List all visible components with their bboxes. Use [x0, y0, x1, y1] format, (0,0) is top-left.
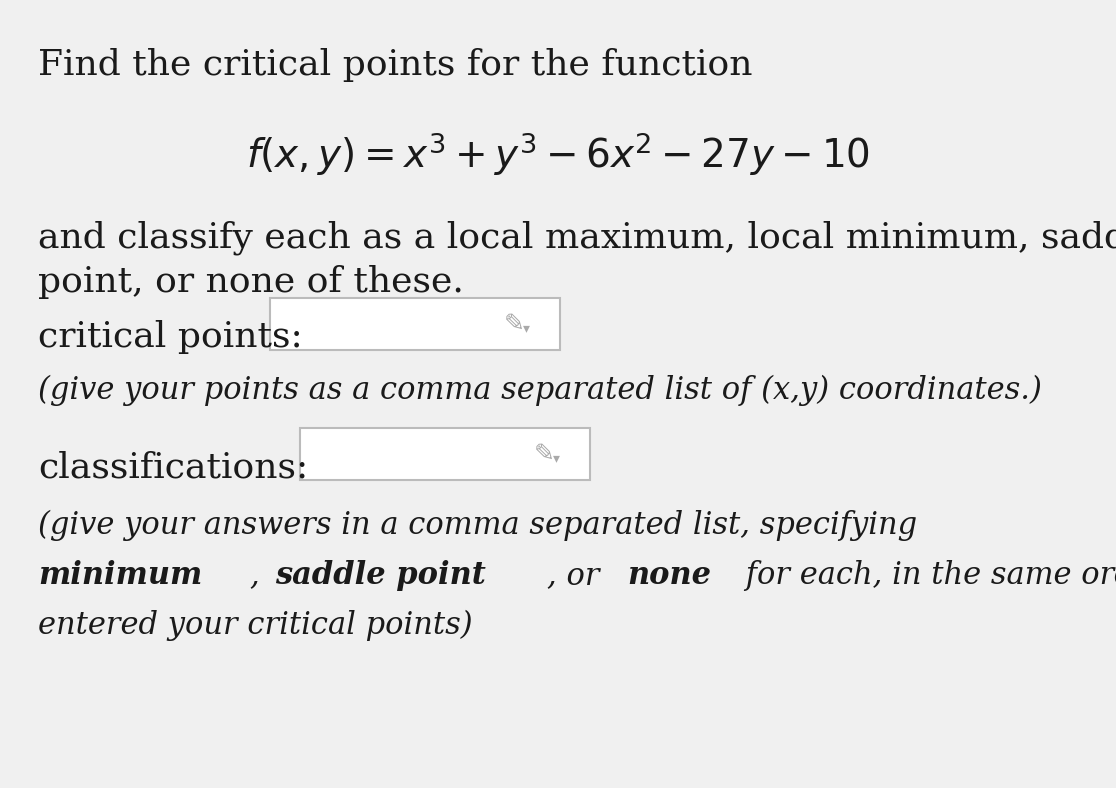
- Text: critical points:: critical points:: [38, 320, 302, 354]
- Text: for each, in the same order as you: for each, in the same order as you: [735, 560, 1116, 591]
- Bar: [300, 428, 590, 480]
- Text: (give your points as a comma separated list of (x,y) coordinates.): (give your points as a comma separated l…: [38, 375, 1042, 407]
- Text: point, or none of these.: point, or none of these.: [38, 265, 464, 299]
- Text: ▾: ▾: [522, 321, 529, 335]
- Text: entered your critical points): entered your critical points): [38, 610, 472, 641]
- Text: none: none: [627, 560, 712, 591]
- Text: classifications:: classifications:: [38, 450, 308, 484]
- Text: saddle point: saddle point: [276, 560, 485, 591]
- Text: ✎: ✎: [503, 312, 525, 336]
- Text: ,: ,: [250, 560, 269, 591]
- Text: ▾: ▾: [552, 451, 559, 465]
- Text: minimum: minimum: [38, 560, 202, 591]
- Text: and classify each as a local maximum, local minimum, saddle: and classify each as a local maximum, lo…: [38, 220, 1116, 255]
- Bar: [270, 298, 560, 350]
- Text: (give your answers in a comma separated list, specifying: (give your answers in a comma separated …: [38, 510, 927, 541]
- Text: Find the critical points for the function: Find the critical points for the functio…: [38, 48, 752, 82]
- Text: $f(x, y) = x^3 + y^3 - 6x^2 - 27y - 10$: $f(x, y) = x^3 + y^3 - 6x^2 - 27y - 10$: [246, 130, 870, 178]
- Text: ✎: ✎: [533, 442, 555, 466]
- Text: , or: , or: [547, 560, 609, 591]
